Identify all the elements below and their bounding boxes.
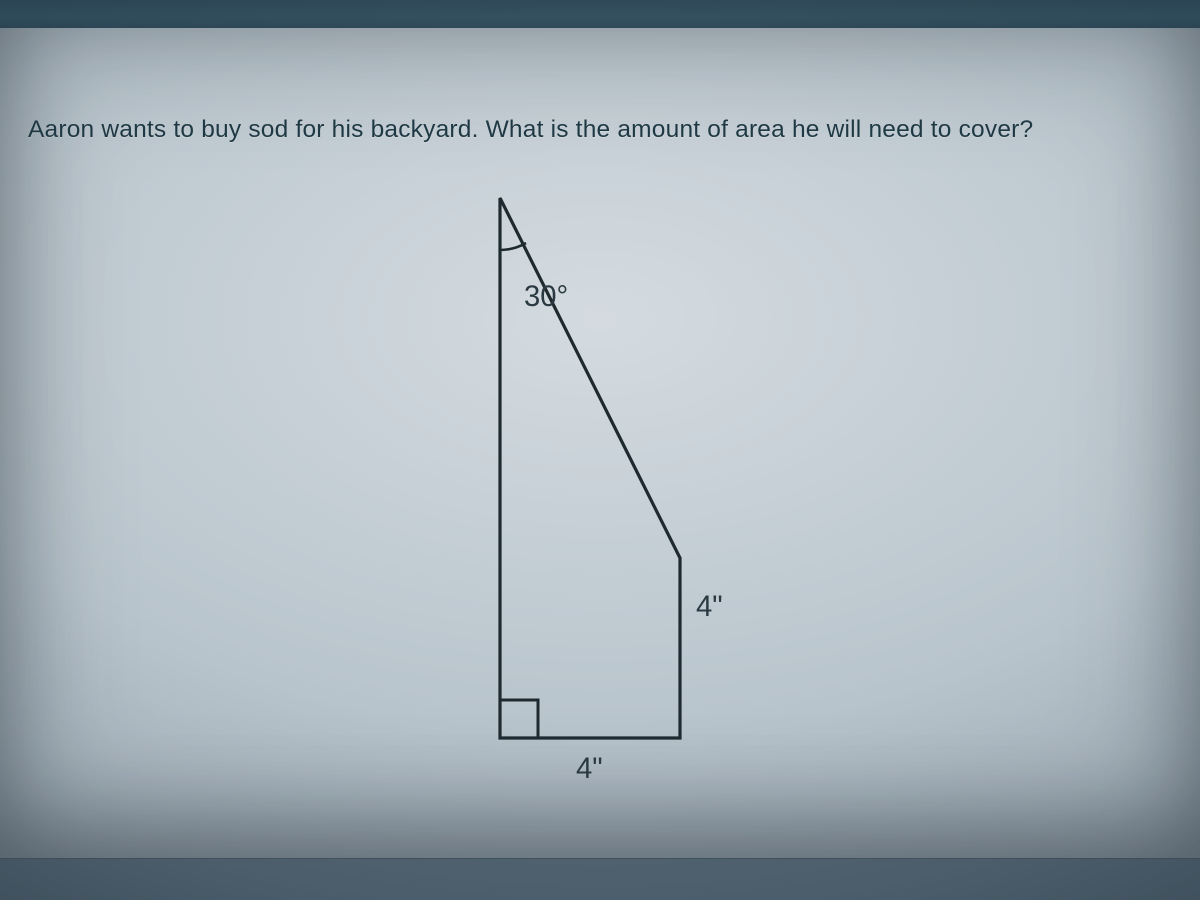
trapezoid-outline (500, 198, 680, 738)
screenshot-frame: Aaron wants to buy sod for his backyard.… (0, 0, 1200, 900)
angle-arc (500, 243, 526, 250)
window-titlebar-strip (0, 0, 1200, 28)
question-text: Aaron wants to buy sod for his backyard.… (28, 116, 1033, 144)
trapezoid-diagram: 30° 4" 4" (390, 178, 810, 798)
diagram-stage: 30° 4" 4" (0, 178, 1200, 798)
right-angle-marker (500, 700, 538, 738)
angle-label: 30° (524, 281, 568, 313)
page-divider (0, 858, 1200, 859)
right-dimension-label: 4" (696, 591, 723, 623)
bottom-dimension-label: 4" (576, 753, 603, 785)
worksheet-page: Aaron wants to buy sod for his backyard.… (0, 28, 1200, 858)
